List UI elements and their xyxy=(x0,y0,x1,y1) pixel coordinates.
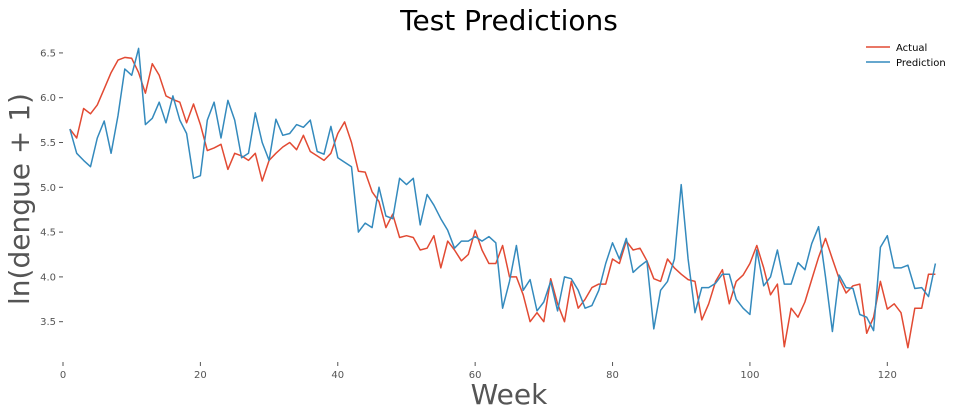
y-tick-label: 6.0 xyxy=(40,93,56,104)
x-axis-label: Week xyxy=(471,378,548,411)
y-axis-label: ln(dengue + 1) xyxy=(3,93,36,305)
legend-label-prediction: Prediction xyxy=(896,58,946,69)
legend: Actual Prediction xyxy=(866,43,946,69)
y-axis-ticks: 3.5 4.0 4.5 5.0 5.5 6.0 6.5 xyxy=(40,48,63,328)
x-tick-label: 120 xyxy=(878,370,897,381)
x-tick-label: 20 xyxy=(194,370,207,381)
series-line-prediction xyxy=(69,47,937,333)
y-tick-label: 5.0 xyxy=(40,183,56,194)
series-lines xyxy=(69,47,937,349)
y-tick-label: 4.0 xyxy=(40,272,56,283)
y-tick-label: 5.5 xyxy=(40,138,56,149)
y-tick-label: 3.5 xyxy=(40,317,56,328)
x-tick-label: 60 xyxy=(469,370,482,381)
y-tick-label: 4.5 xyxy=(40,228,56,239)
series-line-actual xyxy=(69,56,936,349)
x-tick-label: 80 xyxy=(606,370,619,381)
x-axis-ticks: 0 20 40 60 80 100 120 xyxy=(60,362,897,381)
x-tick-label: 100 xyxy=(740,370,759,381)
x-tick-label: 40 xyxy=(331,370,344,381)
x-tick-label: 0 xyxy=(60,370,66,381)
y-tick-label: 6.5 xyxy=(40,48,56,59)
chart-title: Test Predictions xyxy=(399,4,618,37)
legend-label-actual: Actual xyxy=(896,43,927,54)
